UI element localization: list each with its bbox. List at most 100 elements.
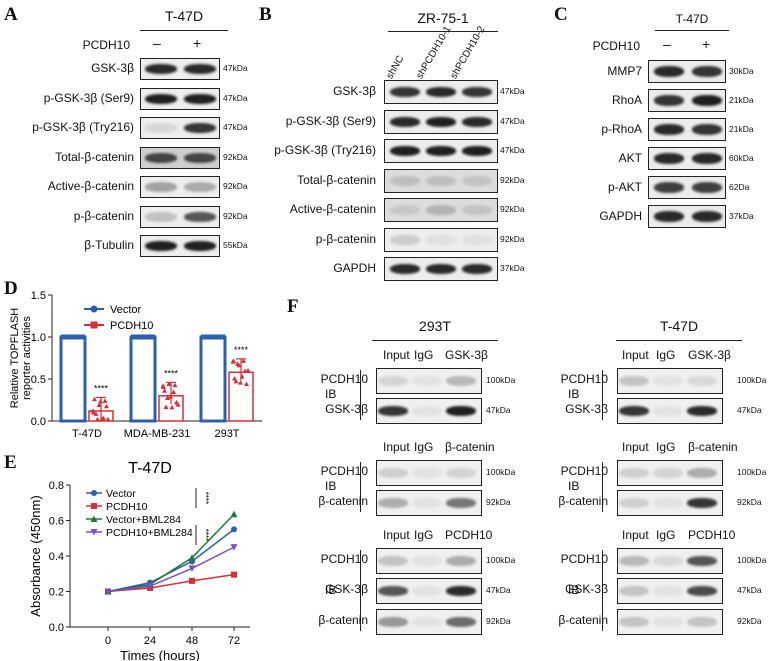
e-y-tick-label: 0.0 (49, 622, 64, 634)
e-data-point (231, 571, 237, 578)
d-data-point (162, 388, 167, 393)
panel-f-293t-band (412, 617, 442, 627)
panel-f-t47d-band (653, 586, 683, 596)
panel-f-t47d-ib-bracket (602, 550, 603, 631)
panel-c-row-label: AKT (618, 150, 642, 165)
panel-f-293t-lane-label: Input (383, 528, 410, 542)
panel-f-293t-kda-label: 92kDa (486, 497, 511, 507)
panel-f-t47d-kda-label: 47kDa (737, 585, 762, 595)
d-data-point (92, 396, 97, 402)
d-data-point (239, 373, 245, 379)
panel-f-293t-band (378, 406, 408, 416)
panel-f-293t-kda-label: 100kDa (486, 555, 516, 565)
panel-a-kda-label: 92kDa (223, 210, 248, 221)
d-data-point (96, 402, 102, 408)
panel-f-293t-lane-label: IgG (414, 528, 434, 542)
panel-b-band (426, 234, 456, 245)
panel-b-band (426, 116, 456, 127)
d-x-tick-label: T-47D (72, 428, 102, 440)
panel-c-band (692, 182, 722, 193)
d-data-point (101, 415, 106, 421)
panel-f-293t-band (412, 498, 442, 508)
panel-f-293t-row-label: GSK-3β (325, 582, 368, 596)
panel-c-row-label: RhoA (611, 92, 642, 107)
panel-f-293t-kda-label: 100kDa (486, 375, 516, 385)
panel-f-t47d-ib-bracket (602, 462, 603, 512)
panel-a-treatment-label: PCDH10 (82, 38, 130, 52)
panel-b-band (462, 175, 492, 186)
panel-c-kda-label: 21kDa (729, 94, 754, 105)
panel-b-row-label: p-β-catenin (315, 231, 376, 246)
panel-c-title: T-47D (675, 12, 709, 26)
e-data-point (104, 588, 112, 595)
panel-b-row-label: GSK-3β (333, 84, 376, 98)
panel-c-row-label: GAPDH (599, 208, 642, 223)
panel-f-right-title-underline (616, 340, 742, 341)
d-y-tick-label: 1.5 (31, 290, 46, 302)
panel-f-t47d-lane-label: GSK-3β (688, 348, 731, 362)
panel-b-band (426, 264, 456, 274)
d-data-point (105, 416, 111, 422)
panel-b-blot-strip (384, 198, 498, 222)
d-legend-marker (90, 305, 98, 313)
panel-f-t47d-band (619, 556, 649, 566)
panel-c-letter: C (554, 4, 568, 25)
panel-b-kda-label: 37kDa (500, 263, 525, 273)
panel-a-kda-label: 55kDa (223, 240, 248, 250)
e-y-tick-label: 0.2 (49, 587, 64, 599)
e-data-point (231, 526, 237, 533)
panel-a-band (184, 64, 216, 74)
e-legend-label: PCDH10+BML284 (106, 527, 193, 539)
panel-a-title-underline (140, 30, 228, 31)
panel-b-band (390, 205, 420, 215)
d-significance: **** (234, 345, 249, 355)
panel-b-kda-label: 92kDa (500, 204, 525, 214)
panel-f-293t-row-label: PCDH10 (320, 552, 368, 566)
panel-f-t47d-row-label: GSK-3β (565, 582, 608, 596)
d-data-point (102, 398, 108, 403)
panel-c-blot-strip (648, 60, 726, 83)
panel-b-row-label: GAPDH (333, 261, 376, 275)
panel-f-293t-lane-label: GSK-3β (445, 348, 488, 362)
panel-c-row-label: p-AKT (607, 179, 642, 194)
panel-f-293t-band (378, 617, 408, 627)
panel-f-293t-band (412, 556, 442, 566)
panel-f-t47d-lane-label: IgG (656, 528, 676, 542)
panel-f-t47d-blot-strip (617, 368, 723, 394)
panel-f-293t-band (412, 468, 442, 478)
panel-f-293t-blot-strip (376, 398, 482, 424)
panel-f-t47d-kda-label: 100kDa (737, 555, 767, 565)
panel-f-right-title: T-47D (659, 318, 699, 334)
d-y-tick-label: 0.0 (31, 416, 46, 428)
d-data-point (161, 384, 166, 389)
panel-f-293t-row-label: β-catenin (318, 494, 368, 508)
panel-f-t47d-blot-strip (617, 398, 723, 424)
e-y-tick-label: 0.4 (49, 551, 64, 563)
panel-f-t47d-band (619, 376, 649, 386)
e-x-tick-label: 0 (105, 635, 111, 647)
panel-a-band (184, 152, 216, 163)
panel-f-293t-band (446, 406, 476, 416)
panel-c-blot-strip (648, 89, 726, 112)
e-data-point (146, 583, 154, 590)
panel-c-band (692, 153, 722, 164)
panel-b-kda-label: 92kDa (500, 174, 525, 185)
d-data-point (165, 395, 170, 400)
panel-a-row-label: Total-β-catenin (55, 149, 134, 164)
panel-b-band (462, 116, 492, 127)
panel-b-band (462, 264, 492, 274)
panel-f-293t-band (446, 376, 476, 386)
panel-f-293t-band (378, 498, 408, 508)
panel-a-letter: A (4, 4, 18, 25)
panel-f-t47d-ib-bracket (602, 370, 603, 420)
panel-c-band (654, 66, 684, 77)
e-series-line (107, 513, 235, 593)
panel-a-band (145, 93, 177, 104)
d-x-tick-label: 293T (214, 428, 239, 440)
panel-f-t47d-lane-label: PCDH10 (688, 528, 736, 542)
panel-a-blot-strip (140, 146, 220, 169)
panel-b-kda-label: 47kDa (500, 145, 525, 155)
panel-b-row-label: Total-β-catenin (297, 172, 376, 187)
panel-d-letter: D (4, 278, 18, 299)
panel-a-blot-strip (140, 117, 220, 139)
